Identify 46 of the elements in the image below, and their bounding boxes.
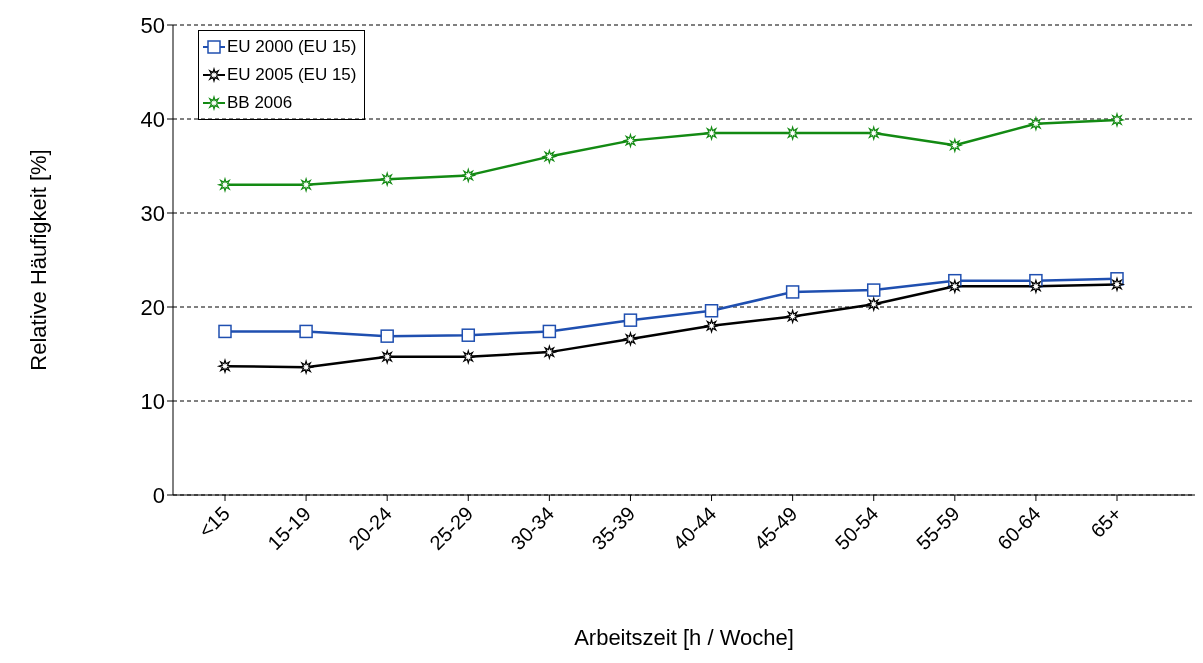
- point: [786, 309, 800, 323]
- point: [542, 345, 556, 359]
- point: [380, 172, 394, 186]
- point: [623, 134, 638, 148]
- y-tick-label: 0: [152, 482, 165, 508]
- x-axis-title: Arbeitszeit [h / Woche]: [574, 625, 794, 650]
- y-tick-label: 20: [140, 294, 165, 320]
- point: [461, 350, 475, 364]
- point: [948, 279, 962, 293]
- point: [380, 350, 394, 364]
- point: [299, 178, 313, 192]
- point: [704, 319, 719, 333]
- point: [542, 150, 556, 164]
- y-axis-title: Relative Häufigkeit [%]: [25, 149, 51, 371]
- point: [218, 178, 232, 192]
- point: [218, 324, 232, 339]
- point: [218, 359, 232, 373]
- point: [542, 324, 557, 339]
- point: [866, 283, 881, 297]
- legend-label: BB 2006: [227, 93, 293, 113]
- point: [867, 297, 881, 311]
- y-tick-label: 50: [140, 12, 165, 38]
- point: [461, 168, 475, 182]
- point: [1110, 113, 1124, 127]
- point: [704, 126, 719, 140]
- point: [623, 332, 638, 346]
- x-tick-label: <15: [194, 502, 234, 542]
- y-tick-label: 30: [140, 200, 165, 226]
- point: [1029, 279, 1043, 293]
- point: [299, 360, 313, 374]
- point: [786, 126, 800, 140]
- point: [867, 126, 881, 140]
- y-tick-label: 40: [140, 106, 165, 132]
- point: [704, 304, 719, 318]
- point: [461, 328, 476, 342]
- point: [948, 138, 962, 152]
- point: [785, 285, 800, 299]
- legend-label: EU 2000 (EU 15): [227, 37, 357, 57]
- y-tick-label: 10: [140, 388, 165, 414]
- point: [1110, 277, 1124, 292]
- x-tick-label: 65+: [1086, 502, 1126, 542]
- point: [623, 313, 638, 327]
- legend-label: EU 2005 (EU 15): [227, 65, 357, 85]
- point: [299, 324, 313, 339]
- point: [1029, 117, 1043, 131]
- point: [380, 329, 394, 343]
